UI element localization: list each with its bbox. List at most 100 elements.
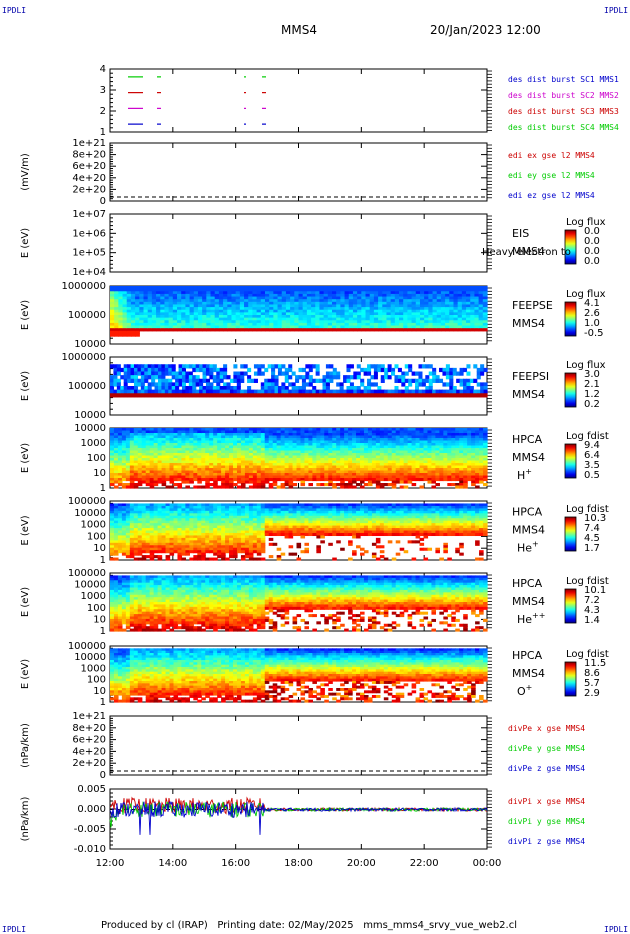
spectrogram-cell [340,301,346,306]
spectrogram-cell [394,389,399,394]
spectrogram-cell [217,460,222,464]
spectrogram-cell [336,312,341,316]
spectrogram-cell [256,328,262,332]
spectrogram-cell [360,435,365,439]
spectrogram-cell [135,307,140,311]
spectrogram-cell [466,293,471,298]
spectrogram-cell [185,320,191,324]
spectrogram-cell [325,386,330,391]
spectrogram-cell [121,470,127,474]
spectrogram-cell [305,371,310,376]
spectrogram-cell [160,317,166,321]
spectrogram-cell [369,312,375,316]
spectrogram-cell [209,430,214,434]
spectrogram-cell [352,325,358,329]
spectrogram-cell [169,475,175,479]
spectrogram-cell [407,312,413,316]
spectrogram-cell [363,435,369,439]
spectrogram-cell [474,312,480,316]
spectrogram-cell [185,393,190,398]
spectrogram-cell [185,463,190,467]
spectrogram-cell [210,304,216,308]
spectrogram-cell [248,291,254,295]
colorbar-tick-label: 6.4 [584,450,600,461]
spectrogram-cell [480,364,485,369]
spectrogram-cell [311,288,316,292]
spectrogram-cell [213,480,218,484]
spectrogram-cell [276,440,282,444]
spectrogram-cell [290,296,295,300]
spectrogram-cell [205,475,210,479]
spectrogram-cell [209,483,214,487]
spectrogram-cell [456,389,461,394]
spectrogram-cell [202,364,207,369]
spectrogram-cell [357,320,362,324]
spectrogram-cell [449,304,455,308]
spectrogram-cell [308,445,313,449]
spectrogram-cell [436,286,442,290]
spectrogram-cell [260,389,265,394]
spectrogram-cell [312,450,317,454]
spectrogram-cell [135,296,140,300]
spectrogram-cell [346,375,351,380]
spectrogram-cell [149,485,155,489]
spectrogram-cell [442,371,447,376]
spectrogram-cell [260,460,266,464]
spectrogram-cell [403,301,409,306]
spectrogram-cell [419,317,425,321]
spectrogram-cell [445,288,450,292]
spectrogram-cell [323,317,329,321]
spectrogram-cell [233,463,238,467]
spectrogram-cell [244,460,250,464]
spectrogram-cell [217,435,222,439]
spectrogram-cell [467,433,472,437]
spectrogram-cell [113,435,119,439]
y-tick-label: 1 [100,483,106,494]
spectrogram-cell [463,470,468,474]
spectrogram-cell [344,301,350,306]
spectrogram-cell [339,393,344,398]
spectrogram-cell [202,317,207,321]
spectrogram-cell [151,286,157,290]
spectrogram-cell [344,473,349,477]
spectrogram-cell [382,320,388,324]
spectrogram-cell [133,455,139,459]
spectrogram-cell [199,364,204,369]
spectrogram-cell [217,428,222,432]
spectrogram-cell [122,322,128,327]
spectrogram-cell [466,286,471,290]
spectrogram-cell [352,450,357,454]
spectrogram-cell [459,435,464,439]
spectrogram-cell [453,328,459,332]
spectrogram-cell [340,458,345,462]
spectrogram-cell [172,301,178,306]
spectrogram-cell [356,465,361,469]
spectrogram-cell [427,430,433,434]
spectrogram-cell [482,296,488,300]
spectrogram-cell [349,393,354,398]
spectrogram-cell [452,371,457,376]
spectrogram-cell [197,473,202,477]
spectrogram-cell [133,465,139,469]
spectrogram-cell [382,301,388,306]
spectrogram-cell [225,463,230,467]
spectrogram-cell [288,460,294,464]
spectrogram-cell [205,430,210,434]
spectrogram-cell [312,433,317,437]
spectrogram-cell [121,473,127,477]
spectrogram-cell [375,433,381,437]
spectrogram-cell [404,389,409,394]
spectrogram-cell [193,301,199,306]
spectrogram-cell [470,304,476,308]
spectrogram-cell [344,435,349,439]
spectrogram-cell [252,307,258,311]
y-axis-label: E (eV) [20,228,31,258]
spectrogram-cell [312,445,317,449]
spectrogram-cell [329,389,334,394]
spectrogram-cell [165,465,171,469]
spectrogram-cell [223,375,228,380]
spectrogram-cell [439,465,444,469]
spectrogram-cell [172,291,178,295]
spectrogram-cell [483,460,488,464]
spectrogram-cell [312,455,317,459]
